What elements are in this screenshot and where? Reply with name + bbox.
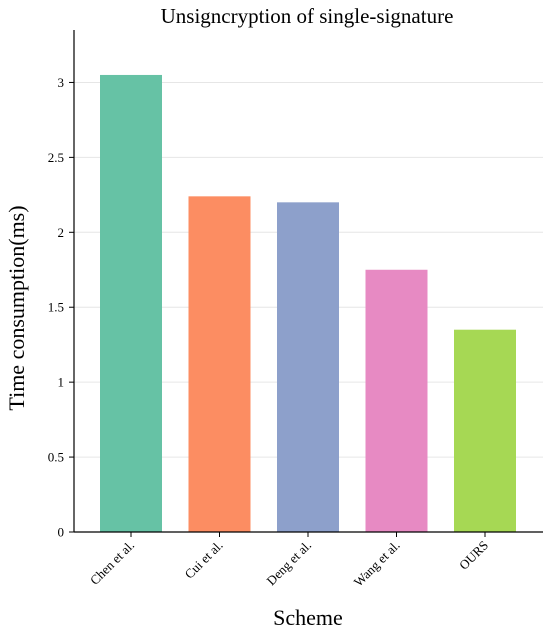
bar (188, 196, 251, 532)
y-tick-label: 1 (58, 375, 65, 390)
x-tick-label: Wang et al. (351, 538, 403, 590)
x-axis-ticks: Chen et al. Cui et al. Deng et al. Wang et … (87, 532, 491, 589)
y-axis-ticks: 0 0.5 1 1.5 2 2.5 3 (48, 75, 74, 540)
y-tick-label: 0.5 (48, 450, 64, 465)
y-tick-label: 0 (58, 525, 65, 540)
bar (100, 74, 162, 532)
y-tick-label: 1.5 (48, 300, 64, 315)
bar (365, 269, 428, 532)
bar (454, 329, 516, 532)
y-tick-label: 2.5 (48, 150, 64, 165)
x-tick-label: OURS (456, 538, 491, 573)
bars (100, 74, 516, 532)
chart-title: Unsigncryption of single-signature (161, 4, 454, 28)
x-tick-label: Deng et al. (263, 538, 314, 589)
x-axis-title: Scheme (273, 605, 343, 630)
y-axis-title: Time consumption(ms) (4, 205, 29, 410)
bar (277, 202, 339, 532)
y-tick-label: 3 (58, 75, 65, 90)
y-tick-label: 2 (58, 225, 65, 240)
x-tick-label: Chen et al. (87, 538, 137, 588)
x-tick-label: Cui et al. (182, 538, 226, 582)
